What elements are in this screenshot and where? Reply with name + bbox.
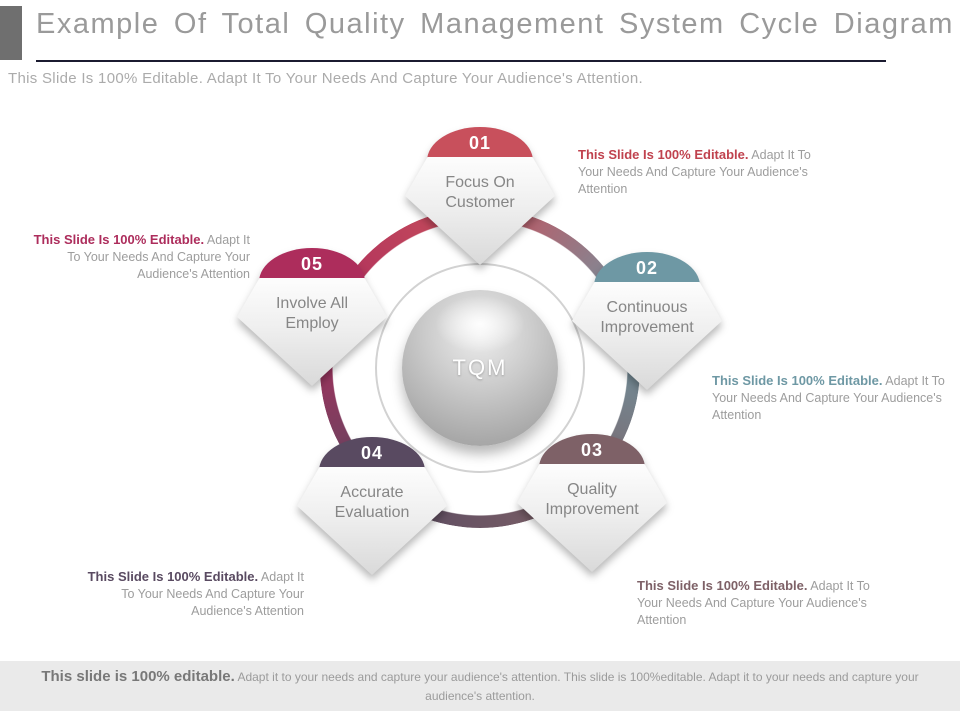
node-number-badge: 04 — [319, 437, 425, 471]
node-body: Focus On Customer — [405, 157, 555, 265]
tqm-sphere: TQM — [402, 290, 558, 446]
sphere-highlight — [436, 296, 524, 353]
node-label: Continuous Improvement — [600, 299, 694, 336]
footer-rest: Adapt it to your needs and capture your … — [234, 670, 919, 704]
annotation-lead: This Slide Is 100% Editable. — [33, 232, 205, 247]
node-number-badge: 01 — [427, 127, 533, 161]
annotation-rest: Adapt It To Your Needs And Capture Your … — [637, 579, 870, 627]
footer-text: This slide is 100% editable. Adapt it to… — [0, 666, 960, 705]
tqm-label: TQM — [452, 355, 508, 380]
annotation-rest: Adapt It To Your Needs And Capture Your … — [121, 570, 304, 618]
node-label: Accurate Evaluation — [334, 484, 410, 521]
annotation-rest: Adapt It To Your Needs And Capture Your … — [578, 148, 811, 196]
annotation-node-05: This Slide Is 100% Editable. Adapt It To… — [26, 231, 250, 283]
node-number: 04 — [360, 443, 384, 463]
node-body: Accurate Evaluation — [297, 467, 447, 575]
node-label: Focus On Customer — [445, 174, 515, 211]
annotation-node-01: This Slide Is 100% Editable. Adapt It To… — [578, 146, 818, 198]
node-body: Continuous Improvement — [572, 282, 722, 390]
node-accurate-evaluation: 04 Accurate Evaluation — [297, 437, 447, 575]
node-label: Involve All Employ — [275, 295, 349, 332]
node-body: Involve All Employ — [237, 278, 387, 386]
annotation-lead: This Slide Is 100% Editable. — [578, 147, 749, 162]
footer-bar: This slide is 100% editable. Adapt it to… — [0, 661, 960, 711]
annotation-lead: This Slide Is 100% Editable. — [637, 578, 808, 593]
annotation-lead: This Slide Is 100% Editable. — [712, 373, 883, 388]
title-accent-bar — [0, 6, 22, 60]
node-number-badge: 05 — [259, 248, 365, 282]
node-body: Quality Improvement — [517, 464, 667, 572]
node-number: 02 — [635, 258, 659, 278]
annotation-node-03: This Slide Is 100% Editable. Adapt It To… — [637, 577, 871, 629]
node-continuous-improvement: 02 Continuous Improvement — [572, 252, 722, 390]
node-label: Quality Improvement — [545, 481, 639, 518]
node-number: 01 — [468, 133, 492, 153]
annotation-rest: Adapt It To Your Needs And Capture Your … — [712, 374, 945, 422]
annotation-rest: Adapt It To Your Needs And Capture Your … — [67, 233, 250, 281]
title-divider — [36, 60, 886, 62]
annotation-node-04: This Slide Is 100% Editable. Adapt It To… — [78, 568, 304, 620]
page-title: Example Of Total Quality Management Syst… — [36, 8, 954, 40]
node-number: 05 — [300, 254, 324, 274]
node-number-badge: 02 — [594, 252, 700, 286]
node-quality-improvement: 03 Quality Improvement — [517, 434, 667, 572]
node-focus-on-customer: 01 Focus On Customer — [405, 127, 555, 265]
node-number-badge: 03 — [539, 434, 645, 468]
slide-subtitle: This Slide Is 100% Editable. Adapt It To… — [8, 70, 644, 87]
footer-lead: This slide is 100% editable. — [41, 668, 235, 686]
annotation-node-02: This Slide Is 100% Editable. Adapt It To… — [712, 372, 946, 424]
node-involve-all-employ: 05 Involve All Employ — [237, 248, 387, 386]
annotation-lead: This Slide Is 100% Editable. — [87, 569, 259, 584]
node-number: 03 — [580, 440, 604, 460]
